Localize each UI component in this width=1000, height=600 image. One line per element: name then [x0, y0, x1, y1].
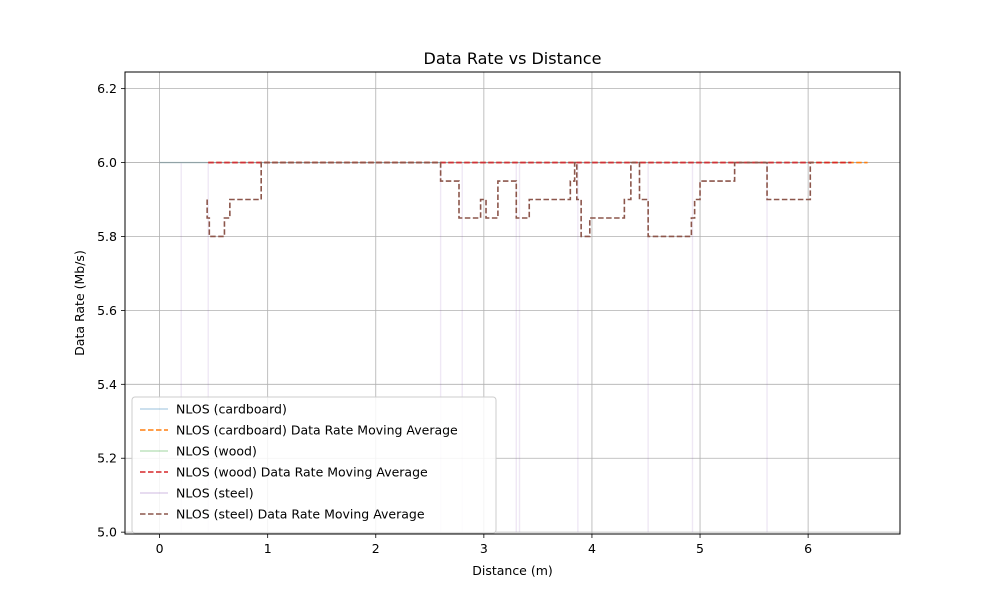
y-tick-label: 5.8	[97, 229, 117, 244]
legend-label-0: NLOS (cardboard)	[176, 402, 287, 417]
legend-label-2: NLOS (wood)	[176, 444, 257, 459]
y-axis-label: Data Rate (Mb/s)	[72, 250, 87, 356]
x-tick-label: 5	[696, 541, 704, 556]
chart-title: Data Rate vs Distance	[424, 49, 602, 68]
x-tick-label: 6	[804, 541, 812, 556]
x-tick-label: 3	[480, 541, 488, 556]
y-tick-label: 6.2	[97, 81, 117, 96]
legend-label-1: NLOS (cardboard) Data Rate Moving Averag…	[176, 423, 458, 438]
legend-box	[131, 396, 497, 534]
y-tick-label: 5.4	[97, 377, 117, 392]
ticks: 0 1 2 3 4 5 6 5.0 5.2 5.4 5.6 5.8 6.0 6.2	[97, 81, 812, 556]
y-tick-label: 5.0	[97, 525, 117, 540]
x-tick-label: 4	[588, 541, 596, 556]
y-tick-label: 5.6	[97, 303, 117, 318]
x-tick-label: 1	[264, 541, 272, 556]
legend-label-3: NLOS (wood) Data Rate Moving Average	[176, 465, 428, 480]
legend-items: NLOS (cardboard) NLOS (cardboard) Data Ra…	[140, 402, 458, 522]
legend-label-5: NLOS (steel) Data Rate Moving Average	[176, 507, 425, 522]
plot-frame	[124, 71, 901, 535]
x-tick-label: 2	[372, 541, 380, 556]
legend: NLOS (cardboard) NLOS (cardboard) Data Ra…	[131, 396, 497, 534]
x-axis-label: Distance (m)	[472, 563, 553, 578]
legend-label-4: NLOS (steel)	[176, 486, 254, 501]
y-tick-label: 6.0	[97, 155, 117, 170]
y-tick-label: 5.2	[97, 451, 117, 466]
series-line-5	[206, 161, 814, 238]
x-tick-label: 0	[156, 541, 164, 556]
